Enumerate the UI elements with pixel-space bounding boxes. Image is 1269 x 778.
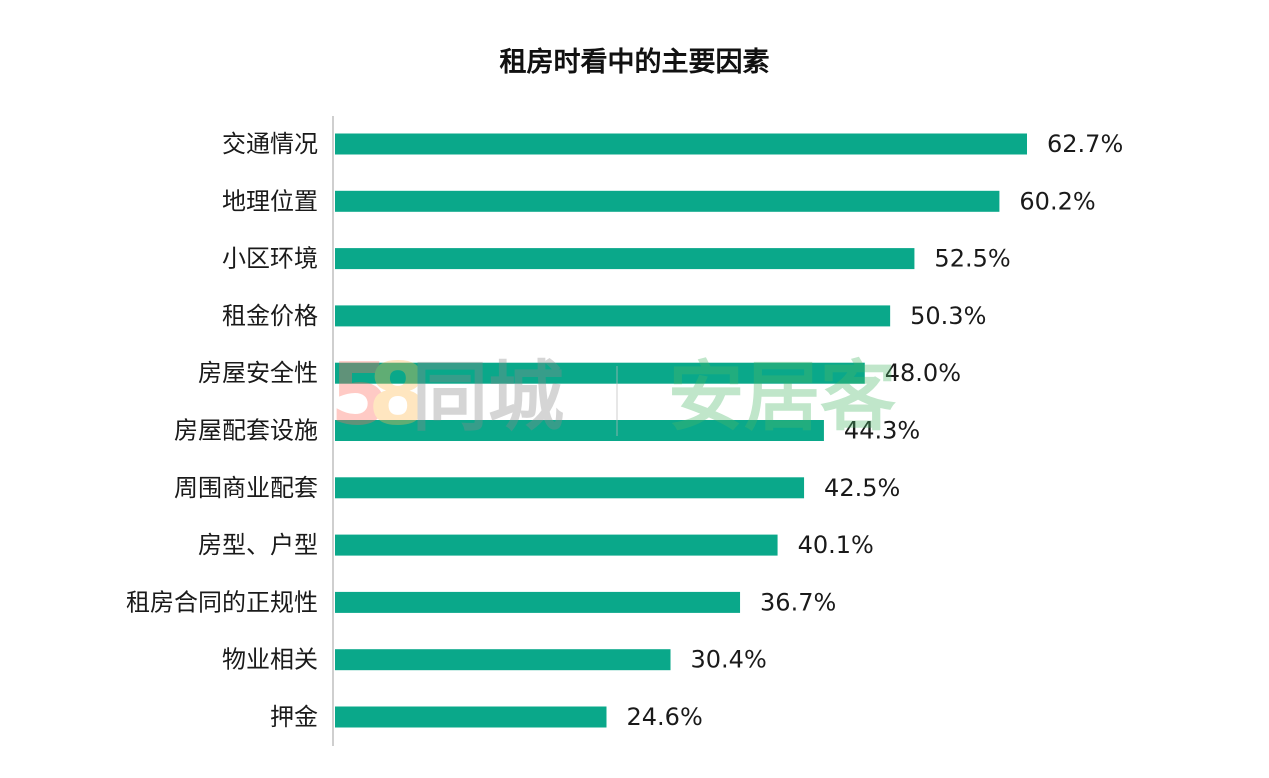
value-label-3: 50.3% xyxy=(910,302,986,330)
category-label-0: 交通情况 xyxy=(222,130,318,158)
value-label-4: 48.0% xyxy=(885,359,961,387)
bar-0 xyxy=(335,133,1027,155)
category-label-5: 房屋配套设施 xyxy=(174,417,318,445)
bar-4 xyxy=(335,362,865,384)
value-label-5: 44.3% xyxy=(844,417,920,445)
category-label-7: 房型、户型 xyxy=(198,531,318,559)
value-label-6: 42.5% xyxy=(824,474,900,502)
value-label-0: 62.7% xyxy=(1047,130,1123,158)
category-label-10: 押金 xyxy=(270,703,318,731)
category-label-1: 地理位置 xyxy=(222,187,318,215)
bar-3 xyxy=(335,305,891,327)
category-label-3: 租金价格 xyxy=(222,302,318,330)
category-label-2: 小区环境 xyxy=(222,245,318,273)
bar-6 xyxy=(335,477,805,499)
bar-10 xyxy=(335,706,607,728)
bar-8 xyxy=(335,591,741,613)
value-label-7: 40.1% xyxy=(798,531,874,559)
bar-9 xyxy=(335,649,671,671)
value-label-2: 52.5% xyxy=(934,245,1010,273)
value-label-9: 30.4% xyxy=(691,646,767,674)
value-label-8: 36.7% xyxy=(760,588,836,616)
chart-title: 租房时看中的主要因素 xyxy=(499,47,770,78)
bar-7 xyxy=(335,534,778,556)
bar-1 xyxy=(335,190,1000,212)
bar-2 xyxy=(335,248,915,270)
category-label-6: 周围商业配套 xyxy=(174,474,318,502)
chart-marks: 交通情况 62.7% 地理位置 60.2% 小区环境 52.5% 租金价格 50.3% 房屋安全… xyxy=(126,130,1123,731)
bar-5 xyxy=(335,420,824,441)
category-label-8: 租房合同的正规性 xyxy=(126,588,318,616)
value-label-1: 60.2% xyxy=(1019,187,1095,215)
category-label-9: 物业相关 xyxy=(222,646,318,674)
category-label-4: 房屋安全性 xyxy=(198,359,318,387)
value-label-10: 24.6% xyxy=(627,703,703,731)
